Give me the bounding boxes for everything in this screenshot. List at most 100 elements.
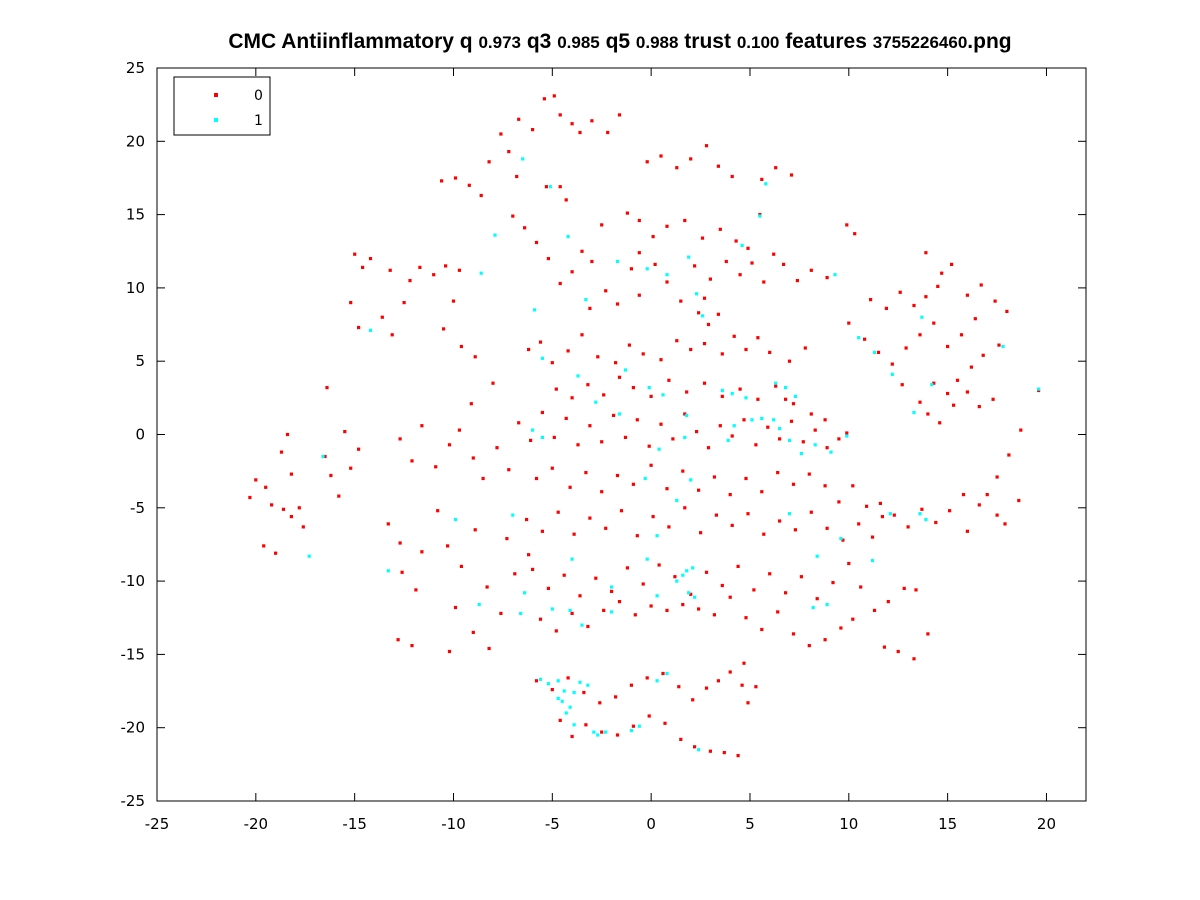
data-point-series-0 [789,173,794,177]
data-point-series-0 [738,387,742,391]
data-point-series-0 [584,723,588,727]
data-point-series-1 [584,298,588,302]
x-tick-label: 0 [646,815,656,833]
data-point-series-0 [615,473,620,478]
data-point-series-0 [550,361,554,365]
data-point-series-0 [995,475,999,479]
data-point-series-0 [538,340,543,344]
data-point-series-0 [615,302,620,306]
x-tick-label: 10 [839,815,858,833]
data-point-series-0 [629,683,633,687]
data-point-series-0 [683,218,687,223]
data-point-series-1 [657,447,661,451]
data-point-series-0 [459,344,463,349]
data-point-series-0 [912,657,916,661]
data-point-series-1 [829,450,833,454]
data-point-series-0 [357,325,361,330]
data-point-series-0 [689,157,693,161]
data-point-series-1 [604,730,608,734]
data-point-series-1 [661,393,665,397]
data-point-series-0 [398,541,402,545]
data-point-series-0 [637,293,641,297]
data-point-series-0 [511,214,515,218]
data-point-series-0 [665,280,669,284]
data-point-series-0 [837,437,841,441]
title-part: 0.100 [736,33,780,52]
data-point-series-0 [918,400,922,404]
data-point-series-0 [614,361,618,365]
data-point-series-1 [623,368,628,372]
data-point-series-0 [693,745,697,749]
data-point-series-0 [760,177,764,181]
data-point-series-0 [778,437,782,441]
data-point-series-0 [946,391,950,396]
data-point-series-0 [732,334,736,338]
data-point-series-0 [600,440,604,444]
data-point-series-0 [693,264,697,268]
data-point-series-0 [665,487,669,491]
data-point-series-0 [712,613,716,617]
data-point-series-0 [647,714,651,718]
data-point-series-0 [673,575,677,579]
data-point-series-0 [969,365,973,369]
data-point-series-0 [965,529,969,533]
data-point-series-0 [750,261,754,265]
data-point-series-0 [900,383,904,387]
data-point-series-1 [685,413,689,417]
data-point-series-1 [918,512,922,516]
data-point-series-1 [813,443,817,447]
data-point-series-0 [343,430,347,434]
data-point-series-1 [778,427,782,431]
data-point-series-0 [641,582,645,586]
data-point-series-0 [754,685,758,689]
data-point-series-1 [693,595,697,599]
data-point-series-0 [740,683,744,687]
data-point-series-0 [716,679,720,683]
data-point-series-0 [948,509,952,513]
data-point-series-0 [825,526,829,530]
data-point-series-0 [645,676,649,680]
data-point-series-1 [683,435,687,439]
data-point-series-0 [791,482,796,486]
data-point-series-0 [600,730,604,734]
data-point-series-0 [641,352,645,356]
data-point-series-0 [402,301,406,305]
data-point-series-0 [754,443,758,447]
data-point-series-0 [570,270,574,274]
data-point-series-0 [965,390,969,394]
data-point-series-1 [764,182,768,186]
data-point-series-0 [904,346,908,350]
data-point-series-1 [386,569,390,573]
data-point-series-0 [617,113,622,117]
data-point-series-0 [558,185,562,189]
title-part: 0.985 [557,33,600,52]
data-point-series-0 [556,510,560,514]
y-tick-label: 10 [126,279,145,297]
data-point-series-0 [580,333,584,337]
data-point-series-0 [590,259,594,264]
data-point-series-0 [635,418,639,422]
data-point-series-0 [517,421,521,425]
data-point-series-0 [631,724,635,728]
data-point-series-0 [513,572,517,576]
data-point-series-0 [629,267,633,271]
title-part: q5 [599,30,636,53]
data-point-series-0 [499,611,503,615]
data-point-series-0 [718,227,722,231]
data-point-series-0 [959,333,964,337]
data-point-series-0 [619,509,624,513]
data-point-series-0 [254,478,258,482]
data-point-series-0 [414,588,418,592]
data-point-series-1 [655,679,659,683]
y-tick-label: -25 [121,792,146,810]
data-point-series-0 [993,299,997,303]
data-point-series-0 [746,246,750,250]
data-point-series-0 [297,506,301,510]
data-point-series-0 [552,94,556,98]
data-point-series-0 [995,513,999,517]
data-point-series-0 [952,403,956,407]
data-point-series-0 [847,561,851,566]
data-point-series-1 [726,438,730,442]
data-point-series-0 [946,344,950,349]
data-point-series-0 [487,646,491,651]
